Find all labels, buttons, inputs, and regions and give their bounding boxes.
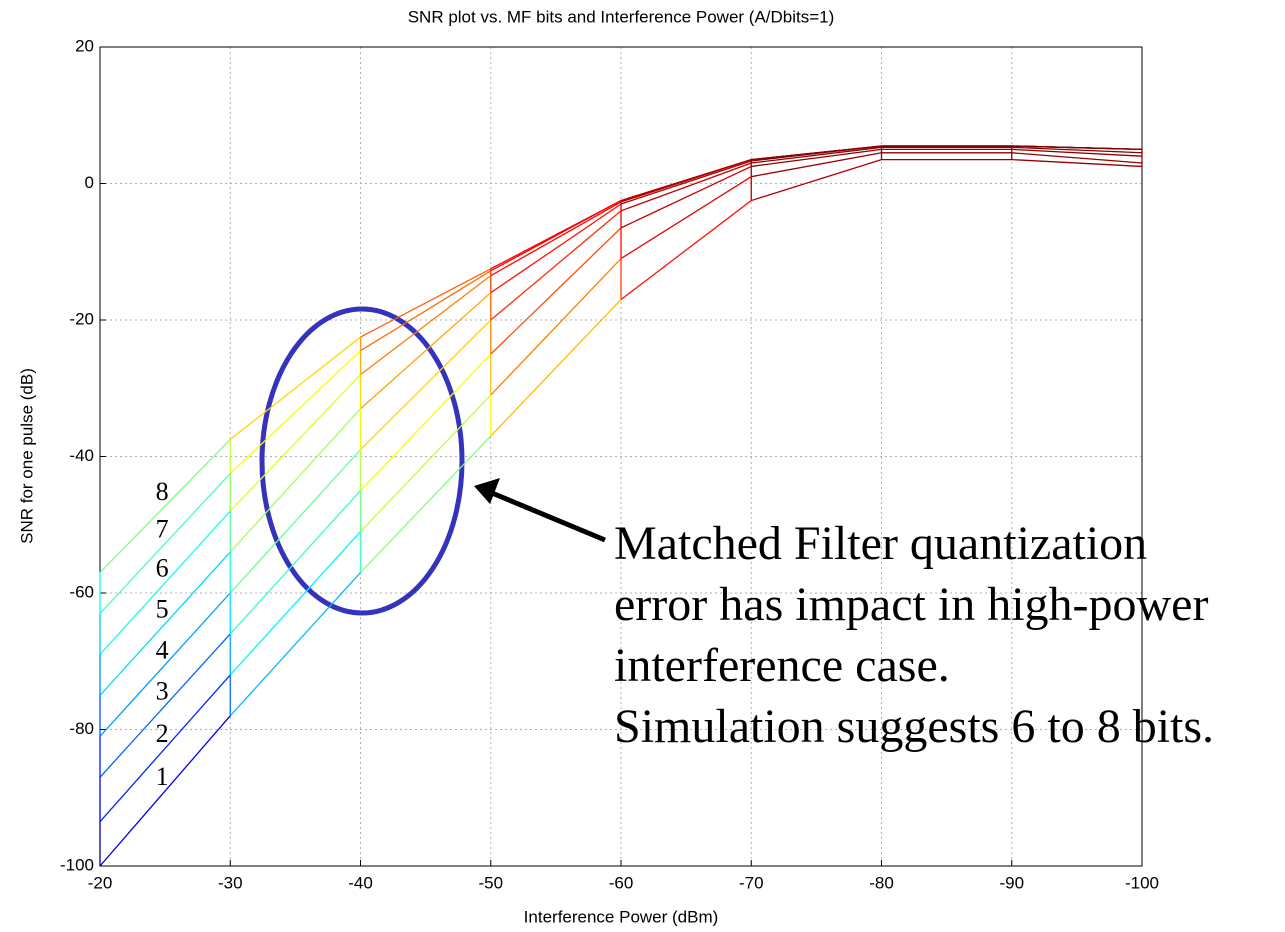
series-segment: [751, 152, 882, 178]
y-tick-label: -40: [69, 446, 94, 465]
series-segment: [229, 449, 361, 594]
annotation: Matched Filter quantization error has imp…: [614, 517, 1214, 753]
series-segment: [229, 490, 361, 635]
series-segment: [360, 268, 492, 338]
series-segment: [1011, 146, 1143, 154]
series-segment: [751, 146, 882, 164]
annotation-line: interference case.: [614, 639, 950, 692]
x-tick-label: -70: [739, 873, 764, 892]
series-segment: [99, 510, 231, 655]
series-segment: [229, 336, 361, 440]
series-segment: [229, 350, 361, 475]
series-segment: [99, 473, 231, 614]
series-segment: [751, 158, 882, 202]
x-axis-label: Interference Power (dBm): [524, 907, 719, 926]
series-segment: [490, 201, 622, 277]
series-segment: [99, 438, 231, 573]
x-tick-label: -40: [348, 873, 373, 892]
y-tick-label: 20: [75, 36, 94, 55]
annotation-line: Matched Filter quantization: [614, 517, 1147, 570]
series-segment: [1011, 152, 1143, 164]
series-segment: [751, 148, 882, 168]
series-segment: [229, 408, 361, 553]
series-segment: [490, 199, 622, 270]
series-segment: [229, 531, 361, 676]
x-tick-label: -80: [869, 873, 894, 892]
y-tick-label: -60: [69, 582, 94, 601]
series-segment: [1011, 158, 1143, 168]
y-tick-label: -80: [69, 719, 94, 738]
series-label: 5: [156, 595, 169, 624]
series-segment: [99, 551, 231, 696]
series-label: 1: [156, 762, 169, 791]
series-segment: [490, 227, 622, 355]
series-segment: [99, 592, 231, 737]
x-tick-label: -30: [218, 873, 243, 892]
x-tick-label: -90: [999, 873, 1024, 892]
y-tick-label: 0: [85, 173, 94, 192]
series-segment: [490, 258, 622, 396]
x-tick-label: -60: [609, 873, 634, 892]
arrow-shaft: [491, 490, 606, 543]
series-label: 6: [156, 554, 169, 583]
series-segment: [360, 292, 492, 410]
series-segment: [620, 162, 752, 212]
highlight-ellipse: [259, 306, 465, 616]
x-tick-label: -50: [478, 873, 503, 892]
annotation-line: Simulation suggests 6 to 8 bits.: [614, 700, 1214, 753]
series-segment: [360, 353, 492, 492]
series-segment: [620, 158, 752, 202]
x-tick-label: -20: [88, 873, 113, 892]
series-segment: [360, 394, 492, 533]
y-tick-label: -20: [69, 309, 94, 328]
series-segment: [229, 572, 361, 717]
series-segment: [360, 319, 492, 451]
series-segment: [490, 299, 622, 437]
series-label: 8: [156, 477, 169, 506]
series-segment: [229, 374, 361, 512]
series-segment: [751, 145, 882, 161]
y-tick-label: -100: [60, 855, 94, 874]
series-label: 4: [156, 636, 169, 665]
series-segment: [99, 715, 231, 867]
arrow-head: [474, 478, 500, 504]
series-segment: [1011, 145, 1143, 151]
x-tick-label: -100: [1125, 873, 1159, 892]
series-segment: [99, 674, 231, 823]
series-segment: [620, 165, 752, 229]
series-segment: [620, 200, 752, 301]
series-segment: [360, 270, 492, 352]
annotation-line: error has impact in high-power: [614, 578, 1208, 631]
series-segment: [1011, 148, 1143, 157]
series-label: 7: [156, 514, 169, 543]
chart-title: SNR plot vs. MF bits and Interference Po…: [408, 7, 835, 26]
series-segment: [490, 210, 622, 321]
series-segment: [99, 633, 231, 778]
series-segment: [620, 176, 752, 260]
series-segment: [360, 275, 492, 376]
series-segment: [490, 203, 622, 294]
series-label: 2: [156, 719, 169, 748]
series-segment: [620, 160, 752, 205]
y-axis-label: SNR for one pulse (dB): [17, 368, 36, 544]
series-label: 3: [156, 677, 169, 706]
series-segment: [360, 435, 492, 573]
